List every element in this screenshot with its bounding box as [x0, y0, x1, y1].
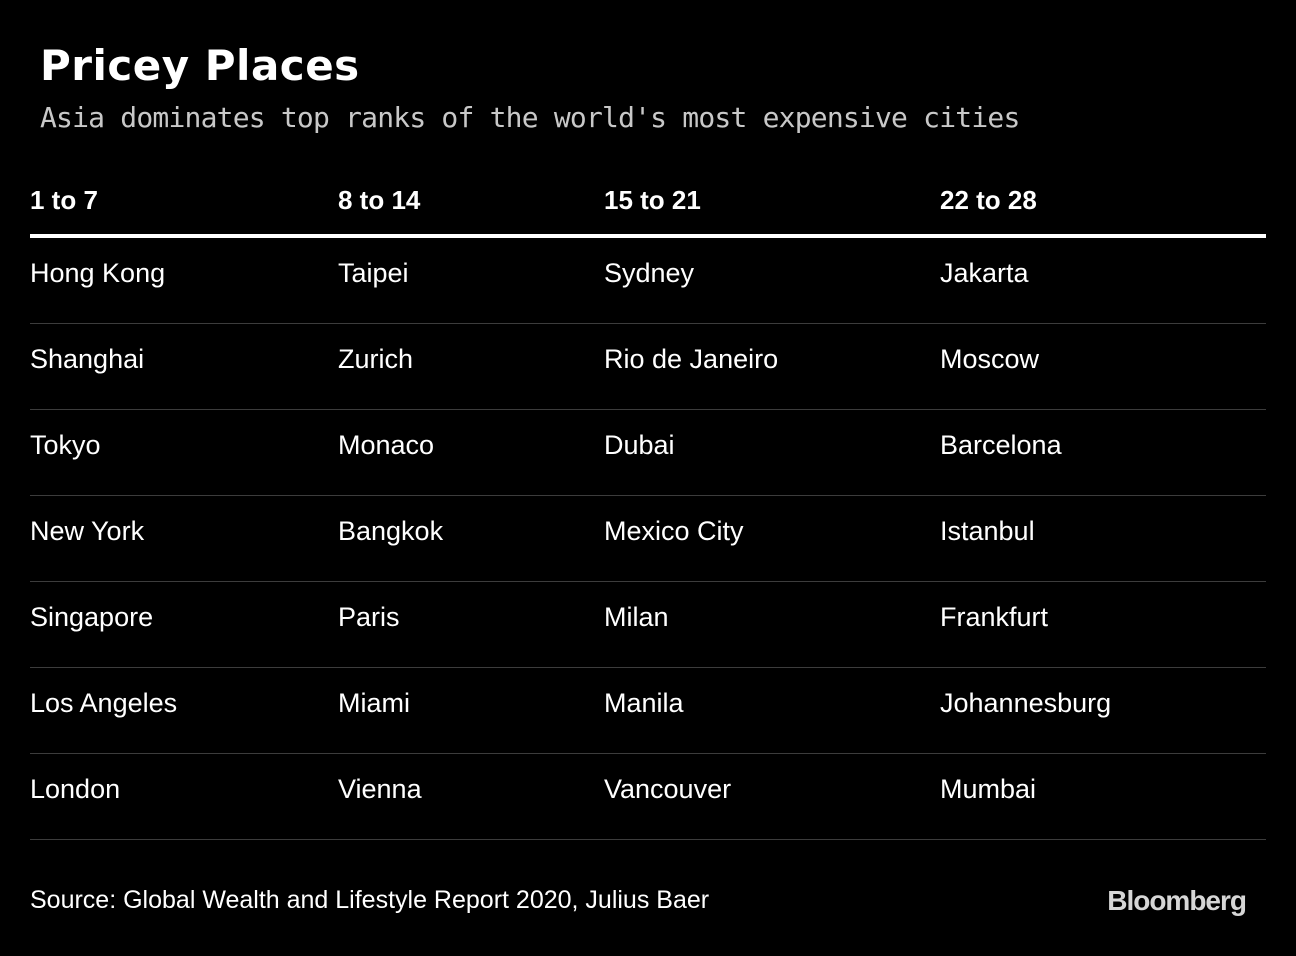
table-cell: Istanbul — [940, 516, 1035, 546]
table-cell: Milan — [604, 602, 669, 632]
table-row: Hong Kong Taipei Sydney Jakarta — [30, 238, 1266, 324]
ranking-table: 1 to 7 8 to 14 15 to 21 22 to 28 Hong Ko… — [30, 168, 1266, 840]
table-row: Shanghai Zurich Rio de Janeiro Moscow — [30, 324, 1266, 410]
table-cell: Bangkok — [338, 516, 444, 546]
bloomberg-logo: Bloomberg — [1107, 885, 1247, 916]
table-cell: Paris — [338, 602, 400, 632]
column-header-15-to-21: 15 to 21 — [604, 185, 701, 215]
table-cell: Shanghai — [30, 344, 145, 374]
table-cell: Vienna — [338, 774, 422, 804]
table-cell: Johannesburg — [940, 688, 1112, 718]
table-row: Los Angeles Miami Manila Johannesburg — [30, 668, 1266, 754]
table-body: Hong Kong Taipei Sydney Jakarta Shanghai Zuri… — [30, 238, 1266, 840]
table-cell: Sydney — [604, 258, 695, 288]
table-cell: Hong Kong — [30, 258, 166, 288]
table-cell: New York — [30, 516, 145, 546]
table-cell: Manila — [604, 688, 684, 718]
table-cell: Taipei — [338, 258, 409, 288]
chart-title: Pricey Places — [40, 41, 360, 90]
table-cell: Jakarta — [940, 258, 1029, 288]
table-row: New York Bangkok Mexico City Istanbul — [30, 496, 1266, 582]
table-cell: Frankfurt — [940, 602, 1049, 632]
table-cell: Mumbai — [940, 774, 1037, 804]
chart-subtitle: Asia dominates top ranks of the world's … — [40, 101, 1020, 134]
column-header-22-to-28: 22 to 28 — [940, 185, 1037, 215]
table-cell: Rio de Janeiro — [604, 344, 779, 374]
table-row: Singapore Paris Milan Frankfurt — [30, 582, 1266, 668]
table-header-row: 1 to 7 8 to 14 15 to 21 22 to 28 — [30, 168, 1266, 238]
column-header-1-to-7: 1 to 7 — [30, 185, 98, 215]
table-cell: Zurich — [338, 344, 414, 374]
table-cell: Moscow — [940, 344, 1040, 374]
table-row: London Vienna Vancouver Mumbai — [30, 754, 1266, 840]
table-cell: Mexico City — [604, 516, 744, 546]
source-note: Source: Global Wealth and Lifestyle Repo… — [30, 886, 710, 914]
table-cell: Vancouver — [604, 774, 732, 804]
table-cell: Los Angeles — [30, 688, 178, 718]
table-cell: London — [30, 774, 121, 804]
table-cell: Miami — [338, 688, 410, 718]
table-cell: Singapore — [30, 602, 154, 632]
table-cell: Tokyo — [30, 430, 101, 460]
table-cell: Dubai — [604, 430, 675, 460]
table-cell: Monaco — [338, 430, 435, 460]
table-cell: Barcelona — [940, 430, 1062, 460]
table-row: Tokyo Monaco Dubai Barcelona — [30, 410, 1266, 496]
column-header-8-to-14: 8 to 14 — [338, 185, 421, 215]
